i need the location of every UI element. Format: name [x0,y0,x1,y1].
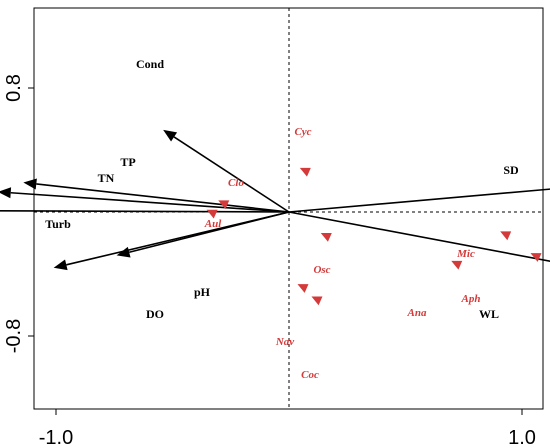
species-label-coc: Coc [301,369,319,381]
species-marker-nav [297,284,309,293]
arrow-cond-head [163,129,178,142]
y-tick-label: 0.8 [3,74,25,102]
arrow-tn-head [0,187,12,199]
arrow-label-tp: TP [120,155,135,169]
arrow-label-turb: Turb [45,217,71,231]
species-marker-osc [320,232,332,242]
arrow-do-head [53,259,68,271]
species-marker-clo [218,200,230,210]
x-tick-label: 1.0 [508,427,536,448]
species-marker-mic [500,231,512,241]
species-label-aph: Aph [461,293,481,305]
arrow-cond-shaft [173,136,290,213]
species-marker-aph [530,253,542,262]
arrow-sd-shaft [288,188,550,213]
arrow-label-do: DO [146,307,164,321]
species-marker-aul [206,209,218,219]
arrow-label-wl: WL [479,307,499,321]
species-label-cyc: Cyc [294,126,311,138]
species-label-mic: Mic [456,248,475,260]
arrow-label-cond: Cond [136,57,164,71]
arrow-tp-head [23,178,37,190]
species-label-clo: Clo [228,177,244,189]
arrow-ph-head [116,246,131,258]
arrow-label-ph: pH [194,285,211,299]
species-marker-cyc [299,167,311,177]
y-tick-label: -0.8 [3,319,25,353]
species-label-aul: Aul [204,218,222,230]
species-label-nav: Nav [275,336,294,348]
arrow-wl-shaft [288,211,550,263]
species-marker-coc [311,296,323,306]
x-tick-label: -1.0 [39,427,73,448]
species-label-ana: Ana [407,307,427,319]
arrow-label-tn: TN [98,171,115,185]
arrow-tp-shaft [36,183,290,213]
arrow-turb-shaft [0,210,290,213]
species-marker-ana [451,260,463,270]
species-label-osc: Osc [313,264,330,276]
arrow-label-sd: SD [503,163,519,177]
arrow-do-shaft [66,211,290,266]
arrow-tn-shaft [10,191,290,213]
